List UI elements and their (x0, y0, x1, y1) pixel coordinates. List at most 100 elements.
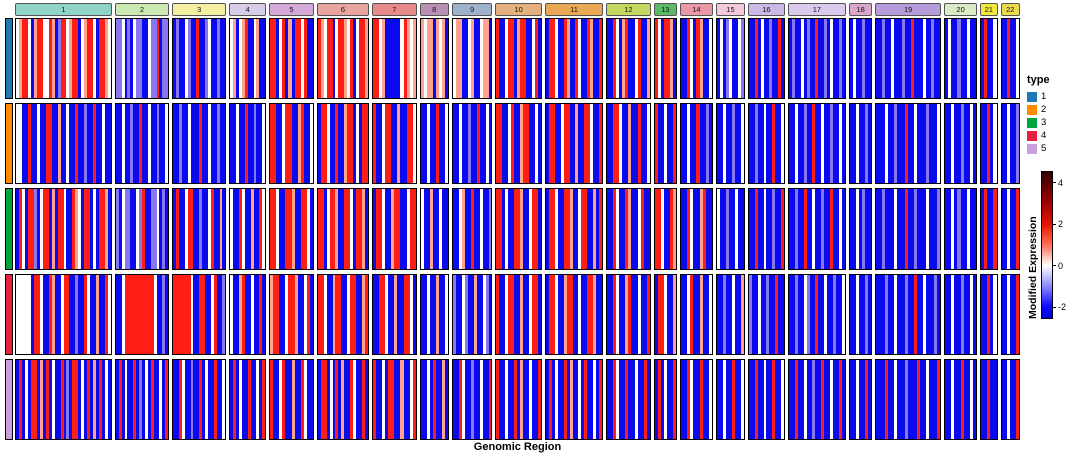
heatmap-stripe (890, 189, 894, 269)
heatmap-stripe (954, 189, 958, 269)
heatmap-stripe (432, 19, 436, 99)
heatmap-stripe (563, 274, 567, 354)
heatmap-stripe (876, 189, 880, 269)
heatmap-stripe (173, 104, 176, 184)
heatmap-stripe (520, 359, 524, 440)
heatmap-stripe (566, 19, 570, 99)
chromosome-chip-22: 22 (1000, 3, 1020, 16)
heatmap-stripe (75, 359, 79, 440)
heatmap-stripe (699, 274, 703, 354)
heatmap-cell-chr1 (15, 273, 112, 355)
heatmap-stripe (388, 274, 392, 354)
heatmap-stripe (485, 104, 489, 184)
heatmap-stripe (335, 359, 339, 440)
heatmap-stripe (216, 104, 220, 184)
heatmap-stripe (908, 274, 912, 354)
heatmap-stripe (124, 104, 128, 184)
heatmap-stripe (444, 189, 448, 269)
heatmap-stripe (273, 104, 277, 184)
heatmap-stripe (279, 274, 283, 354)
heatmap-cell-chr8 (419, 358, 449, 441)
heatmap-stripe (139, 274, 142, 354)
colorbar-tick-label: -2 (1058, 302, 1067, 313)
heatmap-stripe (105, 104, 109, 184)
heatmap-stripe (335, 274, 339, 354)
heatmap-stripe (634, 104, 638, 184)
heatmap-stripe (162, 359, 166, 440)
heatmap-stripe (485, 19, 489, 99)
heatmap-stripe (338, 189, 342, 269)
heatmap-stripe (545, 104, 549, 184)
heatmap-stripe (341, 189, 345, 269)
heatmap-stripe (213, 104, 217, 184)
heatmap-stripe (241, 359, 245, 440)
heatmap-stripe (485, 359, 489, 440)
heatmap-cell-chr22 (1000, 103, 1020, 185)
heatmap-cell-chr4 (229, 358, 267, 441)
heatmap-stripe (236, 104, 240, 184)
heatmap-stripe (824, 104, 828, 184)
heatmap-stripe (190, 359, 194, 440)
heatmap-stripe (884, 359, 888, 440)
heatmap-stripe (599, 104, 603, 184)
heatmap-stripe (969, 104, 973, 184)
heatmap-stripe (356, 359, 360, 440)
heatmap-stripe (925, 189, 929, 269)
heatmap-stripe (575, 189, 579, 269)
heatmap-stripe (769, 274, 773, 354)
heatmap-stripe (1004, 19, 1008, 99)
heatmap-stripe (482, 189, 486, 269)
heatmap-stripe (672, 104, 676, 184)
heatmap-stripe (914, 19, 917, 99)
heatmap-stripe (766, 189, 770, 269)
heatmap-stripe (884, 104, 888, 184)
heatmap-stripe (693, 274, 697, 354)
heatmap-stripe (207, 274, 211, 354)
heatmap-stripe (914, 359, 917, 440)
heatmap-stripe (1013, 274, 1017, 354)
heatmap-stripe (619, 274, 623, 354)
heatmap-stripe (24, 274, 28, 354)
heatmap-stripe (144, 274, 148, 354)
heatmap-stripe (566, 189, 570, 269)
heatmap-stripe (210, 274, 214, 354)
heatmap-stripe (769, 104, 773, 184)
heatmap-stripe (279, 19, 283, 99)
heatmap-stripe (400, 19, 404, 99)
heatmap-stripe (488, 274, 492, 354)
heatmap-stripe (461, 274, 465, 354)
heatmap-stripe (596, 359, 600, 440)
heatmap-stripe (660, 104, 664, 184)
heatmap-stripe (127, 19, 131, 99)
heatmap-cell-chr19 (875, 273, 942, 355)
heatmap-stripe (637, 189, 641, 269)
heatmap-stripe (147, 189, 151, 269)
heatmap-stripe (196, 189, 200, 269)
heatmap-cell-chr3 (172, 103, 227, 185)
heatmap-stripe (210, 359, 214, 440)
heatmap-stripe (569, 104, 573, 184)
heatmap-stripe (896, 274, 900, 354)
heatmap-stripe (725, 19, 729, 99)
heatmap-stripe (276, 274, 280, 354)
heatmap-stripe (680, 189, 685, 269)
heatmap-stripe (581, 359, 585, 440)
heatmap-stripe (896, 359, 900, 440)
heatmap-stripe (24, 104, 28, 184)
heatmap-stripe (660, 359, 664, 440)
heatmap-stripe (696, 104, 700, 184)
heatmap-stripe (461, 359, 465, 440)
heatmap-stripe (690, 359, 694, 440)
heatmap-stripe (256, 104, 260, 184)
heatmap-stripe (69, 104, 73, 184)
heatmap-stripe (279, 104, 283, 184)
heatmap-stripe (78, 274, 82, 354)
heatmap-stripe (482, 104, 486, 184)
heatmap-cell-chr11 (544, 103, 604, 185)
heatmap-stripe (622, 189, 626, 269)
heatmap-stripe (320, 274, 324, 354)
heatmap-stripe (502, 189, 506, 269)
heatmap-stripe (426, 189, 430, 269)
heatmap-stripe (382, 359, 386, 440)
heatmap-stripe (908, 189, 912, 269)
